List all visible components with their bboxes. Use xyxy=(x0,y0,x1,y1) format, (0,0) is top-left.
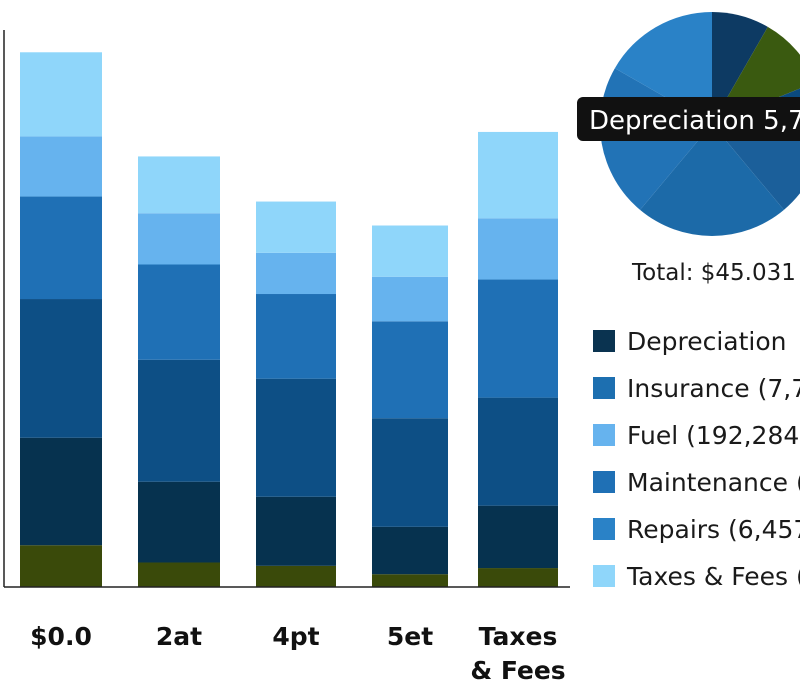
bar-segment xyxy=(256,565,336,587)
bar-segment xyxy=(20,437,102,546)
x-tick-label: Taxes & Fees xyxy=(470,622,565,685)
bar-segment xyxy=(20,299,102,438)
pie-slice xyxy=(614,11,712,124)
bar-segment xyxy=(372,225,448,277)
legend-swatch xyxy=(593,377,615,399)
bar-segment xyxy=(478,218,558,280)
x-tick-label: 5et xyxy=(387,622,433,651)
bar-segment xyxy=(20,545,102,587)
bar-segment xyxy=(372,574,448,587)
legend-swatch xyxy=(593,518,615,540)
x-tick-label: 4pt xyxy=(272,622,319,651)
pie-slice xyxy=(712,12,768,124)
bar-segment xyxy=(138,359,220,482)
pie-tooltip: Depreciation 5,7 xyxy=(577,97,800,141)
bar-segment xyxy=(372,321,448,419)
bar-segment xyxy=(138,213,220,265)
bar-segment xyxy=(478,279,558,398)
legend-label: Insurance (7,7 xyxy=(627,374,800,403)
bar-segment xyxy=(138,156,220,214)
legend-swatch xyxy=(593,565,615,587)
legend-item: Taxes & Fees ( xyxy=(593,562,800,591)
bar-segment xyxy=(478,505,558,569)
legend-swatch xyxy=(593,471,615,493)
bar-segment xyxy=(138,481,220,563)
pie-total-label: Total: $45.031 xyxy=(631,260,796,286)
bar-segment xyxy=(478,131,558,219)
legend-label: Fuel (192,284) xyxy=(627,421,800,450)
legend-swatch xyxy=(593,424,615,446)
bar-segment xyxy=(20,136,102,197)
legend-item: Maintenance ( xyxy=(593,468,800,497)
bar-segment xyxy=(256,496,336,566)
legend-label: Repairs (6,457 xyxy=(627,515,800,544)
legend-item: Fuel (192,284) xyxy=(593,421,800,450)
bar-segment xyxy=(372,418,448,527)
legend-swatch xyxy=(593,330,615,352)
bar-segment xyxy=(478,397,558,506)
legend-item: Depreciation xyxy=(593,327,787,356)
legend-label: Maintenance ( xyxy=(627,468,800,497)
x-tick-label: 2at xyxy=(156,622,202,651)
bar-segment xyxy=(478,568,558,587)
bar-segment xyxy=(256,201,336,253)
bar-segment xyxy=(20,52,102,137)
tooltip-box xyxy=(577,97,800,141)
bar-segment xyxy=(256,294,336,379)
legend-label: Taxes & Fees ( xyxy=(626,562,800,591)
bar-segment xyxy=(372,526,448,575)
x-tick-labels: $0.0 2at 4pt 5et Taxes & Fees xyxy=(30,622,566,685)
pie-legend: Depreciation Insurance (7,7 Fuel (192,284)… xyxy=(593,327,800,591)
bar-segment xyxy=(138,562,220,587)
bar-segment xyxy=(20,196,102,300)
bar-segment xyxy=(256,378,336,497)
stacked-bars xyxy=(20,52,558,587)
pie-slice xyxy=(640,124,784,236)
legend-item: Insurance (7,7 xyxy=(593,374,800,403)
bar-segment xyxy=(256,252,336,295)
tooltip-text: Depreciation 5,7 xyxy=(589,106,800,136)
bar-segment xyxy=(372,276,448,322)
pie-slice xyxy=(712,124,800,210)
legend-label: Depreciation xyxy=(627,327,787,356)
legend-item: Repairs (6,457 xyxy=(593,515,800,544)
bar-segment xyxy=(138,264,220,360)
x-tick-label: $0.0 xyxy=(30,622,92,651)
